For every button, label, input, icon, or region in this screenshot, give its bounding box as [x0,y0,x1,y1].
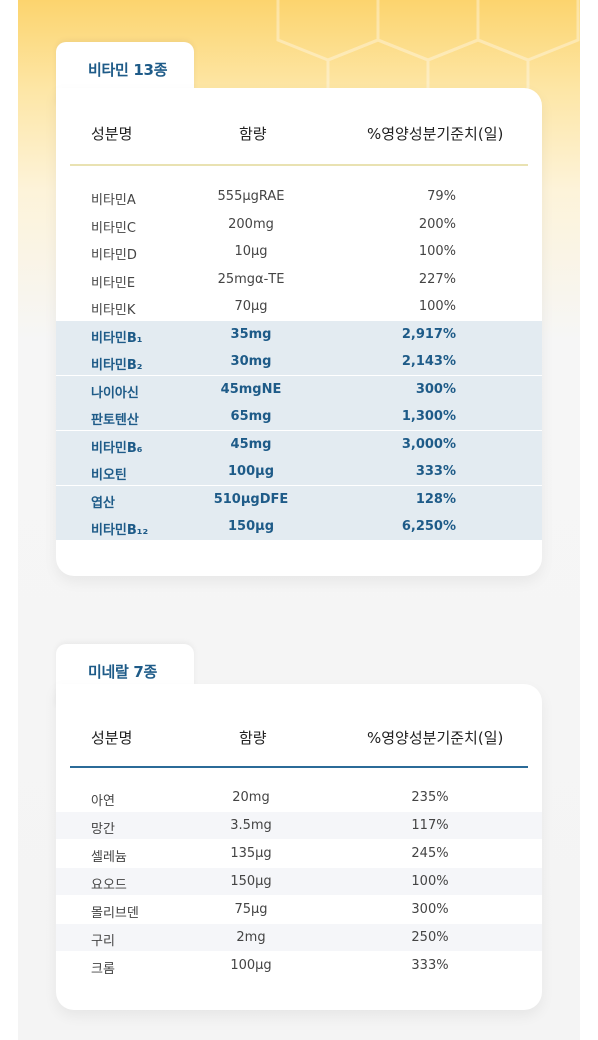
table-row: 비타민B₂ 30mg 2,143% [56,348,542,375]
row-percent: 200% [418,216,456,232]
row-percent: 227% [418,271,456,287]
row-name: 비타민E [91,275,136,291]
row-amount: 45mg [230,436,272,452]
row-percent: 300% [411,902,449,917]
row-amount: 200mg [228,216,274,232]
table-row: 비타민B₁ 35mg 2,917% [56,320,542,348]
row-percent: 2,143% [401,354,456,369]
table-row: 요오드 150μg 100% [56,868,542,895]
row-name: 나이아신 [91,385,139,401]
row-percent: 100% [418,244,456,259]
row-name: 엽산 [91,495,115,511]
row-name: 비타민B₂ [91,358,143,373]
header-amount: 함량 [239,729,267,747]
row-percent: 1,300% [401,409,456,424]
row-name: 판토텐산 [91,413,139,428]
row-name: 셀레늄 [91,850,127,865]
row-amount: 150μg [227,519,275,534]
row-name: 크롬 [91,962,115,977]
mineral-table-card: 성분명 함량 %영양성분기준치(일) 아연 20mg 235% 망간 3.5mg 117%… [56,684,542,1010]
table-row: 판토텐산 65mg 1,300% [56,403,542,430]
row-amount: 65mg [230,409,272,424]
table-row: 아연 20mg 235% [56,784,542,811]
row-name: 비오틴 [91,468,127,483]
row-amount: 25mgα-TE [217,271,285,287]
row-percent: 2,917% [401,326,456,342]
mineral-section: 미네랄 7종 성분명 함량 %영양성분기준치(일) 아연 20mg 235% 망간 3.… [56,644,542,1012]
row-name: 비타민B₁₂ [91,523,149,538]
header-name: 성분명 [91,729,133,747]
vitamin-section: 비타민 13종 성분명 함량 %영양성분기준치(일) 비타민A 555μgRAE 7… [56,42,542,578]
table-row: 비타민E 25mgα-TE 227% [56,266,542,293]
table-row: 나이아신 45mgNE 300% [56,375,542,403]
row-name: 비타민B₆ [91,440,143,456]
table-row: 비타민K 70μg 100% [56,293,542,320]
table-row: 크롬 100μg 333% [56,952,542,979]
row-amount: 20mg [232,790,270,805]
mineral-header-divider [70,766,528,768]
row-amount: 100μg [230,958,272,973]
row-name: 비타민K [91,303,136,318]
row-percent: 250% [411,930,449,945]
row-name: 아연 [91,794,115,809]
row-amount: 45mgNE [220,381,282,397]
row-amount: 2mg [236,930,266,945]
row-amount: 10μg [234,244,268,259]
row-percent: 245% [411,846,449,861]
header-percent: %영양성분기준치(일) [367,125,504,143]
row-amount: 30mg [230,354,272,369]
vitamin-header-divider [70,164,528,166]
vitamin-tab-label: 비타민 13종 [88,61,168,79]
row-amount: 3.5mg [230,818,272,833]
mineral-tab-label: 미네랄 7종 [88,663,158,681]
table-row: 비타민B₆ 45mg 3,000% [56,430,542,458]
table-row: 셀레늄 135μg 245% [56,840,542,867]
row-name: 비타민A [91,193,136,208]
row-percent: 128% [415,491,456,507]
row-amount: 35mg [230,326,272,342]
row-percent: 300% [415,381,456,397]
row-name: 구리 [91,934,115,949]
row-name: 몰리브덴 [91,906,139,921]
row-percent: 333% [411,958,449,973]
table-row: 망간 3.5mg 117% [56,812,542,839]
header-percent: %영양성분기준치(일) [367,729,504,747]
row-name: 망간 [91,822,115,837]
row-percent: 3,000% [401,436,456,452]
row-amount: 555μgRAE [217,189,285,204]
row-amount: 135μg [230,846,272,861]
row-percent: 100% [411,874,449,889]
table-row: 비타민B₁₂ 150μg 6,250% [56,513,542,540]
table-row: 비오틴 100μg 333% [56,458,542,485]
row-name: 비타민C [91,220,136,236]
row-percent: 235% [411,790,449,805]
row-percent: 117% [411,818,449,833]
row-amount: 75μg [234,902,268,917]
table-row: 비타민A 555μgRAE 79% [56,183,542,210]
row-amount: 100μg [227,464,275,479]
row-name: 비타민B₁ [91,330,143,346]
table-row: 엽산 510μgDFE 128% [56,485,542,513]
row-amount: 70μg [234,299,268,314]
header-name: 성분명 [91,125,133,143]
table-row: 비타민D 10μg 100% [56,238,542,265]
row-percent: 6,250% [401,519,456,534]
table-row: 비타민C 200mg 200% [56,211,542,238]
row-name: 비타민D [91,248,137,263]
row-name: 요오드 [91,878,127,893]
row-percent: 333% [415,464,456,479]
row-percent: 100% [418,299,456,314]
table-row: 몰리브덴 75μg 300% [56,896,542,923]
row-percent: 79% [427,189,456,204]
row-amount: 150μg [230,874,272,889]
header-amount: 함량 [239,125,267,143]
table-row: 구리 2mg 250% [56,924,542,951]
row-amount: 510μgDFE [213,491,289,507]
vitamin-table-card: 성분명 함량 %영양성분기준치(일) 비타민A 555μgRAE 79% 비타민C 20… [56,88,542,576]
